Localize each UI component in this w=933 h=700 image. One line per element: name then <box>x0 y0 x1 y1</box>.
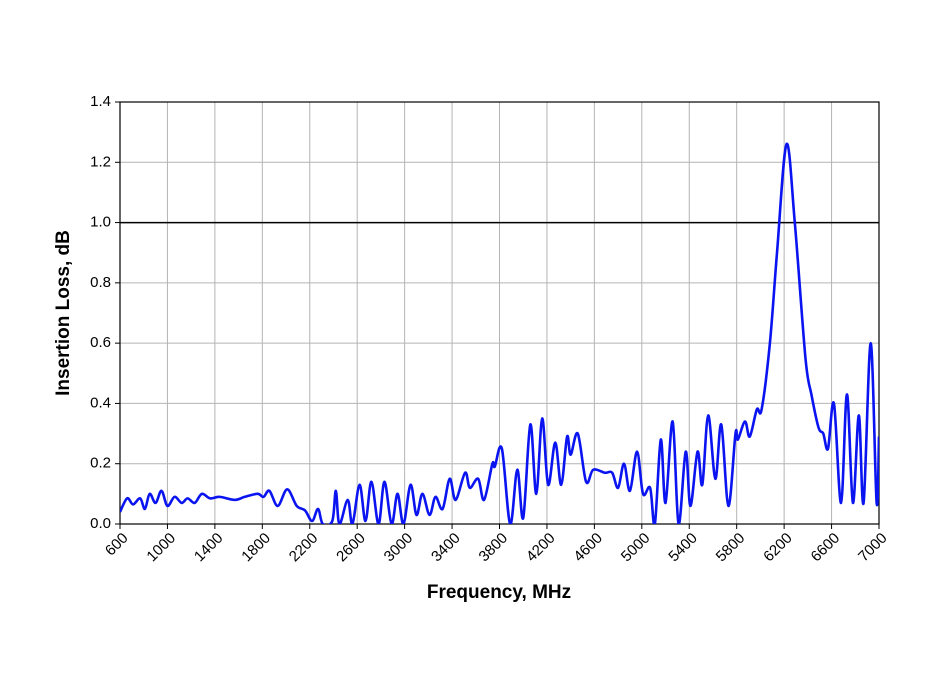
x-tick-label: 1800 <box>238 530 274 566</box>
x-tick-label: 3800 <box>476 530 512 566</box>
y-tick-label: 1.0 <box>90 214 111 231</box>
x-tick-label: 3400 <box>428 530 464 566</box>
y-tick-label: 0.4 <box>90 394 111 411</box>
data-line <box>120 142 879 524</box>
x-tick-label: 6200 <box>760 530 796 566</box>
x-tick-label: 4600 <box>570 530 606 566</box>
x-tick-label: 3000 <box>381 530 417 566</box>
y-axis-label: Insertion Loss, dB <box>53 230 74 396</box>
y-tick-label: 0.8 <box>90 274 111 291</box>
x-tick-label: 2600 <box>333 530 369 566</box>
x-tick-label: 5800 <box>713 530 749 566</box>
y-tick-label: 0.6 <box>90 334 111 351</box>
x-axis-label: Frequency, MHz <box>427 582 571 603</box>
x-tick-label: 4200 <box>523 530 559 566</box>
x-tick-label: 6600 <box>808 530 844 566</box>
x-tick-label: 1000 <box>143 530 179 566</box>
x-tick-label: 600 <box>102 530 132 560</box>
y-tick-label: 0.0 <box>90 515 111 532</box>
x-tick-label: 1400 <box>191 530 227 566</box>
y-tick-label: 1.4 <box>90 93 111 110</box>
x-tick-label: 2200 <box>286 530 322 566</box>
x-tick-label: 5400 <box>665 530 701 566</box>
x-tick-label: 5000 <box>618 530 654 566</box>
y-tick-label: 0.2 <box>90 455 111 472</box>
plot-frame <box>119 101 880 525</box>
x-tick-label: 7000 <box>855 530 891 566</box>
y-tick-label: 1.2 <box>90 153 111 170</box>
